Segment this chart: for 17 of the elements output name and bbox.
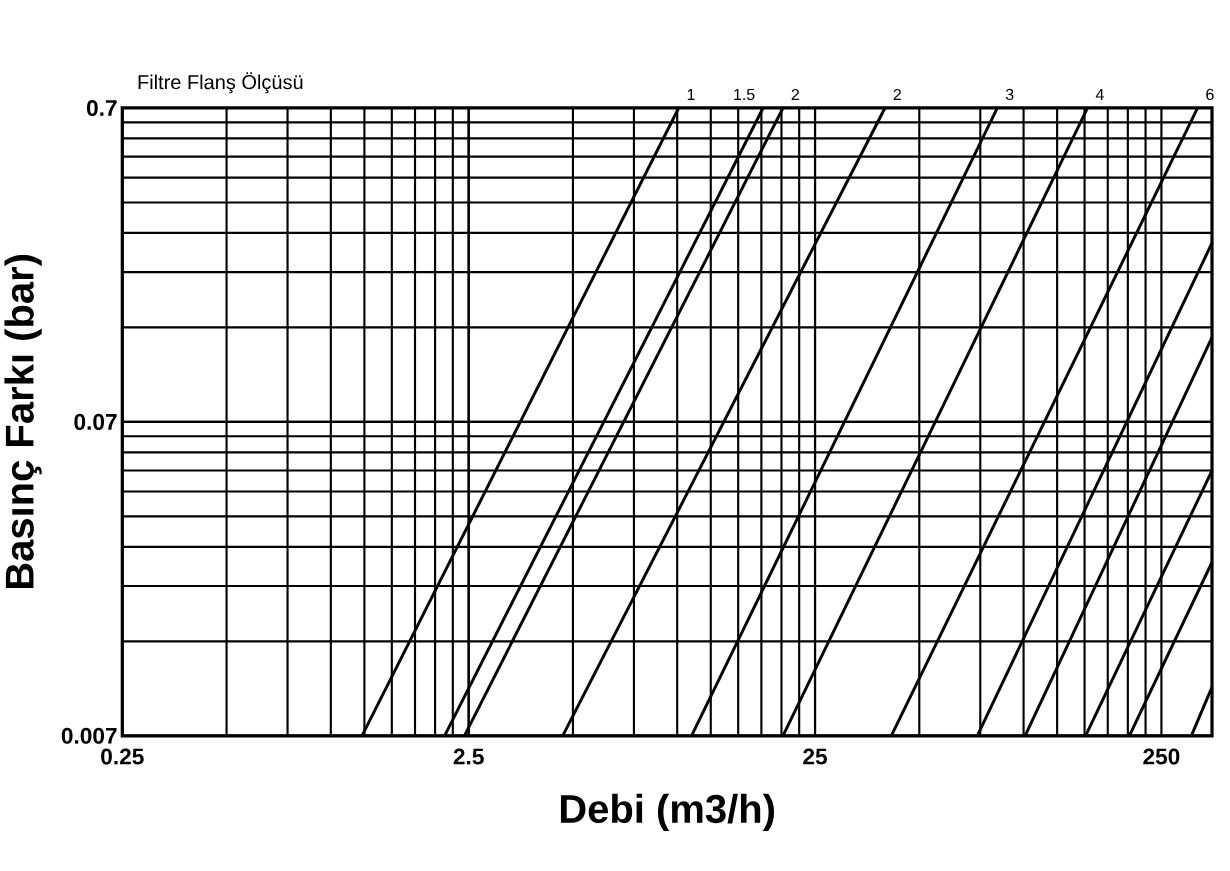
y-tick-label: 0.07 bbox=[74, 413, 117, 431]
series-label: 6 bbox=[1206, 88, 1214, 101]
series-label: 2 bbox=[791, 89, 799, 101]
series-label: 2 bbox=[893, 89, 901, 101]
series-label: 1.5 bbox=[734, 89, 755, 101]
y-tick-label: 0.007 bbox=[61, 727, 117, 744]
series-label: 1 bbox=[687, 89, 695, 101]
x-axis-title: Debi (m3/h) bbox=[560, 793, 774, 832]
x-tick-label: 250 bbox=[1143, 748, 1180, 765]
chart-title: Filtre Flanş Ölçüsü bbox=[138, 72, 303, 94]
y-tick-label: 0.7 bbox=[86, 100, 117, 117]
x-tick-label: 2.5 bbox=[453, 748, 484, 765]
series-label: 4 bbox=[1095, 89, 1104, 101]
x-tick-label: 0.25 bbox=[101, 748, 144, 765]
y-axis-title: Basınç Farkı (bar) bbox=[4, 255, 42, 589]
series-label: 3 bbox=[1005, 88, 1014, 101]
x-tick-label: 25 bbox=[803, 748, 828, 765]
